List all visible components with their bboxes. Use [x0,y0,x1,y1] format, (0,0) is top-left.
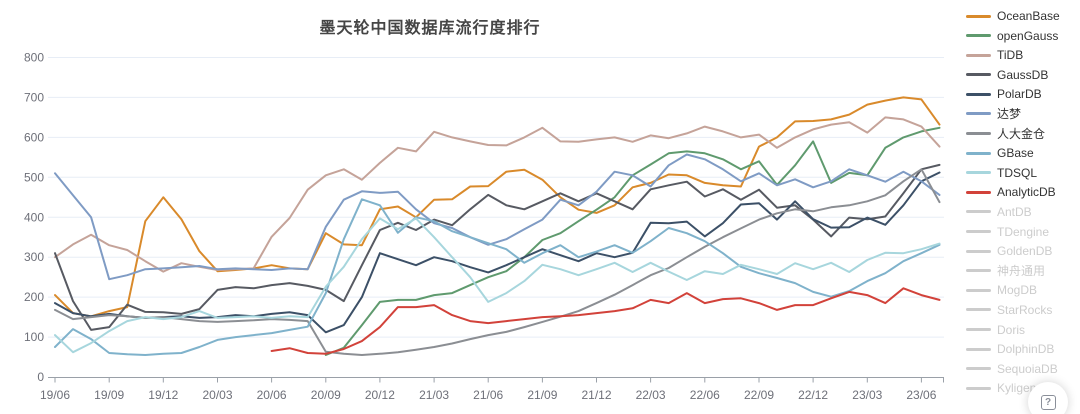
legend-label: SequoiaDB [997,361,1058,376]
x-axis-label: 21/12 [581,388,611,402]
y-axis-label: 300 [24,250,44,264]
legend-label: Doris [997,322,1026,337]
legend-line-swatch [966,367,991,371]
legend-item-神舟通用[interactable]: 神舟通用 [966,265,1080,277]
y-axis-label: 600 [24,130,44,144]
y-axis-label: 800 [24,51,44,65]
series-line-openGauss [324,126,941,356]
legend-item-GaussDB[interactable]: GaussDB [966,69,1080,81]
legend-item-TDengine[interactable]: TDengine [966,226,1080,238]
legend-line-swatch [966,230,991,234]
legend-item-达梦[interactable]: 达梦 [966,108,1080,120]
legend-line-swatch [966,288,991,292]
series-line-GBase [54,198,941,356]
x-axis-label: 19/09 [94,388,124,402]
series-line-人大金仓 [54,168,941,356]
legend-item-DolphinDB[interactable]: DolphinDB [966,343,1080,355]
legend-item-GoldenDB[interactable]: GoldenDB [966,245,1080,257]
legend-label: OceanBase [997,9,1060,23]
legend-label: PolarDB [997,87,1042,102]
legend-item-Doris[interactable]: Doris [966,324,1080,336]
legend-label: GoldenDB [997,244,1053,259]
x-axis-label: 21/09 [527,388,557,402]
legend-item-StarRocks[interactable]: StarRocks [966,304,1080,316]
x-axis-label: 20/09 [311,388,341,402]
legend-label: TDengine [997,224,1050,239]
legend-item-GBase[interactable]: GBase [966,147,1080,159]
legend-line-swatch [966,14,991,18]
legend-line-swatch [966,210,991,214]
legend-label: 达梦 [997,106,1022,121]
chart-title: 墨天轮中国数据库流行度排行 [319,20,541,37]
x-axis-label: 19/06 [40,388,70,402]
legend-line-swatch [966,328,991,331]
legend-label: StarRocks [997,302,1053,317]
x-axis-label: 22/06 [690,388,720,402]
x-axis-label: 20/06 [257,388,287,402]
x-axis-label: 23/03 [852,388,882,402]
legend-label: TiDB [997,48,1024,63]
series-line-AnalyticDB [270,287,941,355]
legend-line-swatch [966,386,991,390]
chart-legend: OceanBase openGauss TiDB GaussDB PolarDB 达梦人大… [966,10,1080,402]
legend-label: GBase [997,146,1034,161]
legend-line-swatch [966,53,991,57]
y-axis-label: 0 [37,370,44,384]
legend-label: AnalyticDB [997,185,1056,200]
x-axis-label: 23/06 [906,388,936,402]
legend-line-swatch [966,308,991,312]
x-axis-label: 21/06 [473,388,503,402]
legend-line-swatch [966,132,991,136]
legend-item-PolarDB[interactable]: PolarDB [966,88,1080,100]
x-axis-label: 20/03 [202,388,232,402]
legend-item-OceanBase[interactable]: OceanBase [966,10,1080,22]
x-axis-label: 22/09 [744,388,774,402]
legend-label: AntDB [997,204,1032,219]
legend-line-swatch [966,347,991,351]
legend-label: DolphinDB [997,342,1055,357]
series-line-PolarDB [54,171,941,334]
x-axis-label: 20/12 [365,388,395,402]
y-axis-label: 500 [24,170,44,184]
legend-item-AntDB[interactable]: AntDB [966,206,1080,218]
legend-line-swatch [966,34,991,38]
legend-label: MogDB [997,283,1038,298]
legend-line-swatch [966,92,991,96]
legend-line-swatch [966,112,991,116]
series-line-OceanBase [54,96,941,318]
legend-label: openGauss [997,28,1059,43]
legend-label: GaussDB [997,67,1049,82]
legend-line-swatch [966,190,991,194]
legend-label: TDSQL [997,165,1038,180]
series-line-TiDB [54,116,941,273]
legend-line-swatch [966,151,991,155]
legend-label: 人大金仓 [997,126,1046,141]
legend-line-swatch [966,73,991,77]
legend-item-人大金仓[interactable]: 人大金仓 [966,128,1080,140]
y-axis-label: 200 [24,290,44,304]
legend-line-swatch [966,269,991,273]
y-axis-label: 100 [24,330,44,344]
x-axis-label: 21/03 [419,388,449,402]
question-mark-icon: ? [1040,394,1056,410]
legend-item-SequoiaDB[interactable]: SequoiaDB [966,363,1080,375]
legend-item-AnalyticDB[interactable]: AnalyticDB [966,186,1080,198]
y-axis-label: 700 [24,90,44,104]
x-axis-label: 22/03 [636,388,666,402]
series-line-TDSQL [54,217,941,354]
series-line-达梦 [54,153,941,281]
x-axis-label: 19/12 [148,388,178,402]
legend-item-TDSQL[interactable]: TDSQL [966,167,1080,179]
legend-line-swatch [966,249,991,253]
legend-item-MogDB[interactable]: MogDB [966,284,1080,296]
y-axis-label: 400 [24,210,44,224]
chart-canvas: 0 100 200 300 400 500 600 700 800 19/06 19/09 19/12… [24,51,944,402]
legend-item-TiDB[interactable]: TiDB [966,49,1080,61]
help-button[interactable]: ? [1028,382,1068,414]
legend-label: 神舟通用 [997,263,1046,278]
legend-line-swatch [966,171,991,175]
x-axis-label: 22/12 [798,388,828,402]
legend-item-openGauss[interactable]: openGauss [966,30,1080,42]
